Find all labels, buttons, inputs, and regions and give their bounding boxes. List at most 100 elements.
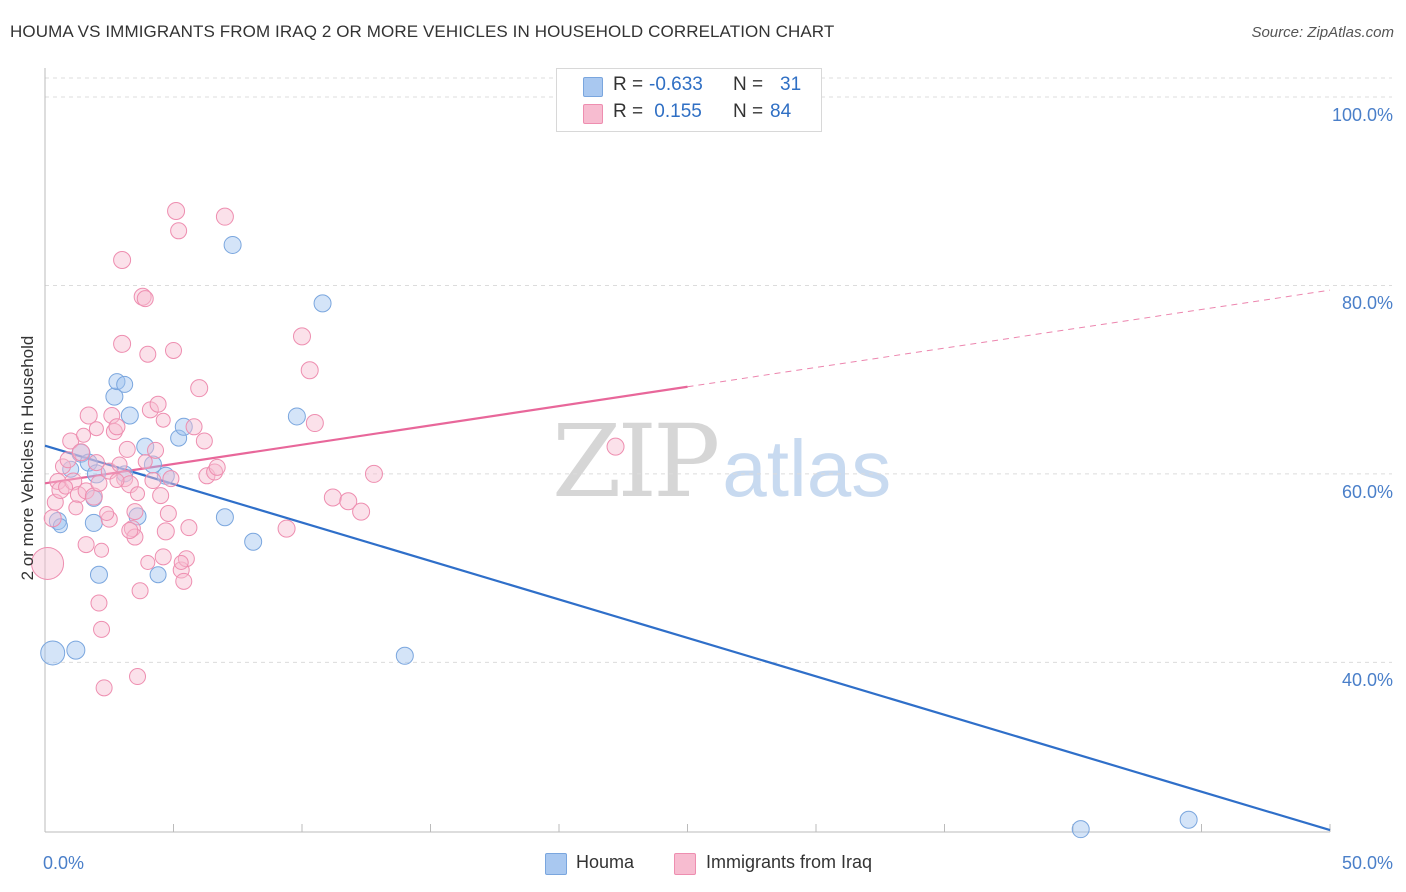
point-iraq bbox=[305, 414, 324, 433]
point-iraq bbox=[120, 475, 139, 494]
point-iraq bbox=[131, 582, 149, 600]
point-iraq bbox=[118, 440, 136, 458]
point-houma bbox=[244, 532, 263, 551]
x-tick-label-min: 0.0% bbox=[43, 853, 85, 873]
point-iraq bbox=[133, 287, 152, 306]
point-iraq bbox=[31, 546, 65, 580]
point-iraq bbox=[68, 500, 84, 516]
point-iraq bbox=[208, 458, 226, 476]
point-iraq bbox=[173, 555, 189, 570]
point-iraq bbox=[79, 406, 98, 425]
point-iraq bbox=[99, 506, 115, 521]
point-iraq bbox=[113, 334, 132, 353]
point-iraq bbox=[137, 454, 153, 470]
point-iraq bbox=[167, 202, 186, 221]
watermark: ZIPatlas bbox=[552, 403, 891, 520]
stats-box: R = -0.633 N = 31 R = 0.155 N = 84 bbox=[556, 68, 822, 132]
point-iraq bbox=[300, 361, 319, 380]
point-iraq bbox=[126, 503, 144, 521]
point-iraq bbox=[154, 548, 172, 566]
point-iraq bbox=[364, 464, 383, 483]
point-iraq bbox=[93, 620, 111, 638]
trend-line-iraq-extension bbox=[687, 289, 1331, 388]
point-iraq bbox=[87, 454, 105, 472]
point-iraq bbox=[76, 427, 92, 443]
point-iraq bbox=[136, 290, 154, 308]
point-houma bbox=[40, 640, 66, 666]
point-houma bbox=[287, 407, 306, 426]
stats-r-label: R = bbox=[613, 101, 644, 122]
point-iraq bbox=[172, 561, 190, 579]
point-houma bbox=[170, 429, 188, 447]
point-iraq bbox=[195, 432, 213, 450]
point-iraq bbox=[108, 418, 126, 436]
point-iraq bbox=[69, 486, 87, 504]
stats-r-value: 0.155 bbox=[649, 101, 702, 122]
point-iraq bbox=[71, 443, 90, 462]
point-houma bbox=[89, 565, 108, 584]
watermark-atlas: atlas bbox=[722, 424, 892, 513]
trend-line-iraq bbox=[44, 385, 688, 485]
point-iraq bbox=[339, 492, 358, 511]
point-iraq bbox=[111, 456, 128, 473]
point-iraq bbox=[84, 487, 103, 506]
point-iraq bbox=[215, 207, 234, 226]
source-label: Source: ZipAtlas.com bbox=[1251, 24, 1394, 41]
point-iraq bbox=[144, 472, 162, 490]
y-axis-label: 2 or more Vehicles in Household bbox=[18, 335, 37, 581]
point-houma bbox=[313, 294, 332, 313]
point-houma bbox=[66, 640, 86, 660]
point-houma bbox=[52, 518, 68, 534]
chart-title: HOUMA VS IMMIGRANTS FROM IRAQ 2 OR MORE … bbox=[10, 22, 835, 41]
point-iraq bbox=[159, 505, 177, 522]
point-houma bbox=[105, 387, 124, 406]
point-iraq bbox=[170, 222, 188, 240]
stats-swatch-houma bbox=[583, 77, 603, 97]
point-iraq bbox=[88, 421, 104, 437]
point-iraq bbox=[149, 395, 167, 413]
point-iraq bbox=[64, 472, 83, 491]
point-iraq bbox=[105, 423, 123, 441]
point-iraq bbox=[90, 594, 108, 612]
point-iraq bbox=[43, 509, 62, 528]
axes bbox=[44, 68, 1331, 833]
point-iraq bbox=[175, 572, 193, 590]
stats-n-label: N = bbox=[733, 74, 764, 95]
point-iraq bbox=[129, 668, 147, 686]
point-houma bbox=[395, 646, 414, 665]
point-iraq bbox=[162, 470, 180, 488]
point-iraq bbox=[130, 486, 146, 502]
y-tick-label-40: 40.0% bbox=[1341, 670, 1393, 691]
point-iraq bbox=[58, 479, 74, 495]
point-houma bbox=[120, 406, 139, 425]
point-iraq bbox=[77, 536, 95, 554]
gridlines bbox=[45, 77, 1392, 663]
x-tick-label-max: 50.0% bbox=[1341, 853, 1393, 873]
stats-n-label: N = bbox=[733, 101, 764, 122]
point-houma bbox=[84, 513, 103, 532]
point-iraq bbox=[147, 441, 165, 459]
point-houma bbox=[174, 417, 193, 436]
watermark-zip: ZIP bbox=[552, 403, 720, 520]
point-iraq bbox=[140, 555, 156, 570]
point-iraq bbox=[606, 437, 625, 456]
point-houma bbox=[1179, 810, 1198, 829]
point-houma bbox=[215, 508, 234, 527]
point-iraq bbox=[90, 474, 108, 492]
trend-line-houma bbox=[44, 444, 1331, 832]
point-iraq bbox=[190, 379, 209, 398]
point-iraq bbox=[121, 521, 139, 539]
point-iraq bbox=[180, 519, 198, 537]
y-tick-label-60: 60.0% bbox=[1341, 481, 1393, 502]
legend-label-houma: Houma bbox=[576, 852, 635, 872]
trend-lines bbox=[44, 289, 1331, 832]
point-iraq bbox=[352, 502, 371, 521]
legend-swatch-iraq bbox=[674, 853, 696, 875]
point-iraq bbox=[277, 519, 296, 538]
point-iraq bbox=[185, 418, 203, 436]
point-iraq bbox=[139, 345, 157, 363]
legend-label-iraq: Immigrants from Iraq bbox=[706, 852, 873, 872]
point-iraq bbox=[95, 679, 113, 697]
point-iraq bbox=[323, 488, 342, 507]
